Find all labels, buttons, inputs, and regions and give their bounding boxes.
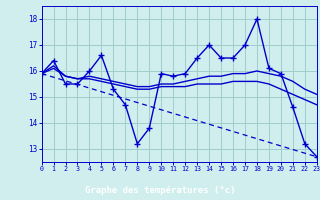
Text: Graphe des températures (°c): Graphe des températures (°c) bbox=[85, 185, 235, 195]
